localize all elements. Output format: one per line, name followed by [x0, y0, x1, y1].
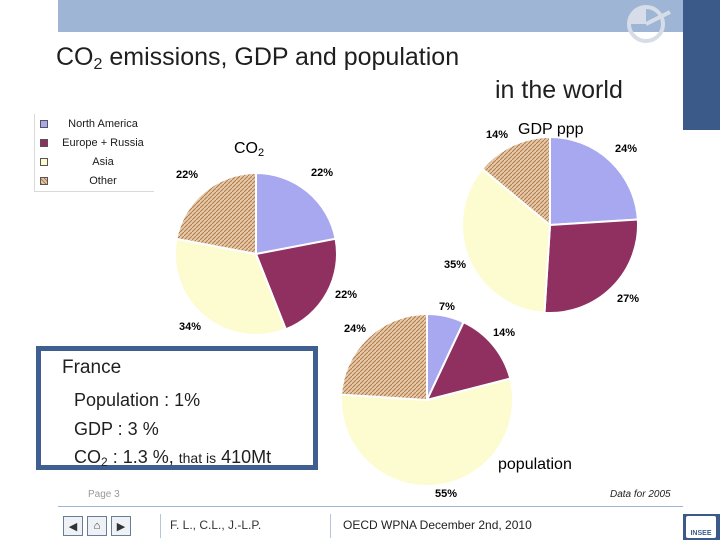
- footer-authors: F. L., C.L., J.-L.P.: [170, 518, 262, 532]
- header-band: [58, 0, 683, 32]
- co2-chart-title: CO2: [234, 140, 265, 159]
- france-co2: CO2 : 1.3 %, that is 410Mt: [74, 447, 272, 469]
- gdp-chart-title: GDP ppp: [518, 121, 584, 138]
- data-label-north-america: 22%: [311, 167, 333, 179]
- data-label-asia: 35%: [444, 259, 466, 271]
- legend-swatch: [40, 176, 48, 185]
- footer-separator: [160, 514, 161, 538]
- slice-europe-russia: [425, 320, 512, 402]
- logo-icon: [627, 5, 671, 43]
- data-label-other: 22%: [176, 169, 198, 181]
- chart-legend: North America Europe + Russia Asia Other: [34, 114, 154, 192]
- france-title: France: [62, 357, 122, 378]
- france-box: [36, 346, 318, 470]
- legend-item-asia: Asia: [35, 152, 154, 171]
- data-label-europe-russia: 27%: [617, 293, 639, 305]
- prev-slide-button[interactable]: ◀: [63, 516, 83, 536]
- data-note: Data for 2005: [610, 489, 671, 500]
- pie-co2: 22% 22% 34% 22%: [174, 167, 357, 336]
- legend-swatch: [40, 138, 48, 147]
- pie-gdp: 24% 27% 35% 14%: [444, 129, 639, 314]
- pie-population: 7% 14% 55% 24%: [340, 301, 515, 500]
- legend-item-north-america: North America: [35, 114, 154, 133]
- legend-item-europe-russia: Europe + Russia: [35, 133, 154, 152]
- page-number: Page 3: [88, 489, 120, 500]
- slice-asia: [174, 237, 288, 336]
- insee-logo: INSEE: [686, 516, 716, 538]
- france-population: Population : 1%: [74, 390, 201, 410]
- slice-other: [175, 171, 257, 256]
- footer-separator: [330, 514, 331, 538]
- data-label-asia: 34%: [179, 321, 201, 333]
- slice-other: [480, 135, 551, 228]
- slice-north-america: [255, 171, 337, 256]
- slice-north-america: [549, 135, 639, 227]
- data-label-europe-russia: 14%: [493, 327, 515, 339]
- slice-asia: [461, 167, 552, 314]
- slice-europe-russia: [543, 218, 639, 314]
- footer-event: OECD WPNA December 2nd, 2010: [343, 518, 532, 532]
- next-slide-button[interactable]: ▶: [111, 516, 131, 536]
- data-label-other: 14%: [486, 129, 508, 141]
- slide-title-line2: in the world: [495, 76, 623, 104]
- slide-title: CO2 emissions, GDP and population: [56, 43, 460, 73]
- legend-item-other: Other: [35, 171, 154, 190]
- legend-swatch: [40, 157, 48, 166]
- slice-other: [340, 312, 428, 402]
- data-label-europe-russia: 22%: [335, 289, 357, 301]
- data-label-other: 24%: [344, 323, 366, 335]
- data-label-north-america: 24%: [615, 143, 637, 155]
- france-gdp: GDP : 3 %: [74, 419, 159, 439]
- home-button[interactable]: ⌂: [87, 516, 107, 536]
- population-chart-title: population: [498, 456, 572, 473]
- side-accent-bar: [683, 0, 720, 130]
- slice-europe-russia: [254, 237, 338, 331]
- legend-swatch: [40, 119, 48, 128]
- data-label-north-america: 7%: [439, 301, 455, 313]
- footer-divider: [58, 506, 683, 507]
- slice-asia: [340, 377, 514, 487]
- data-label-asia: 55%: [435, 488, 457, 500]
